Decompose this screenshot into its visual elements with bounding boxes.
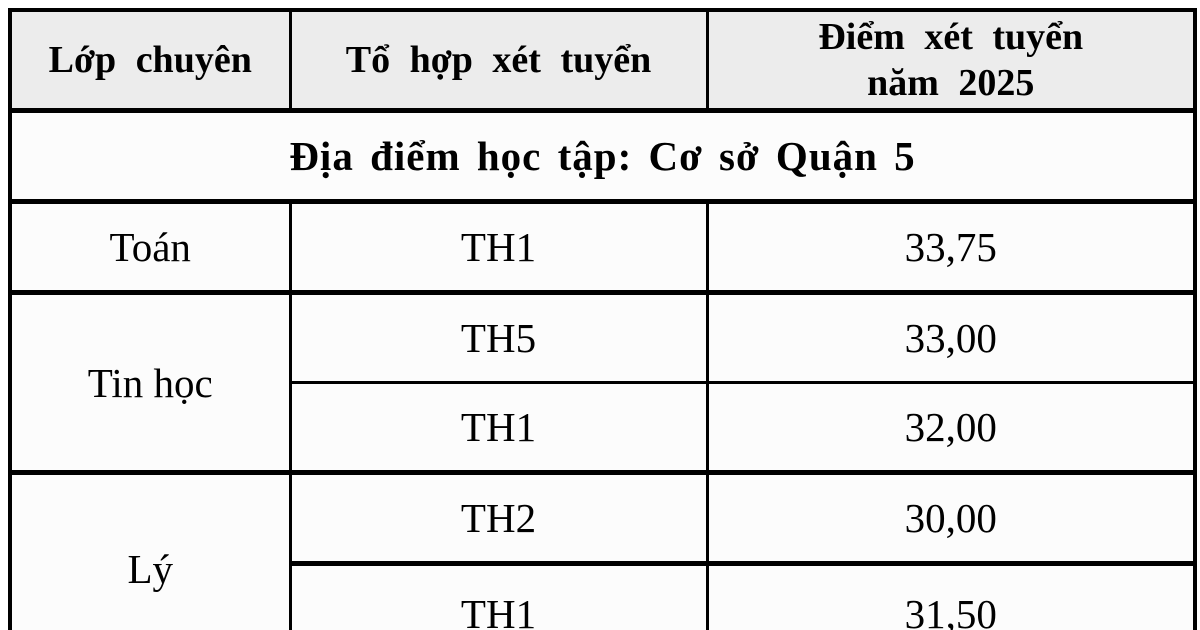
header-score-column: Điểm xét tuyển năm 2025 [705, 8, 1197, 113]
campus-section-row: Địa điểm học tập: Cơ sở Quận 5 [8, 108, 1197, 203]
score-cell: 33,00 [705, 290, 1197, 384]
score-cell: 33,75 [705, 199, 1197, 294]
score-cell: 32,00 [705, 381, 1197, 474]
class-cell: Toán [8, 199, 292, 294]
class-cell: Lý [8, 470, 292, 630]
header-score-line1: Điểm xét tuyển [818, 16, 1084, 58]
combo-cell: TH5 [288, 290, 709, 384]
score-cell: 30,00 [705, 470, 1197, 565]
class-cell: Tin học [8, 290, 292, 474]
table-row: Toán TH1 33,75 [8, 199, 1197, 294]
combo-cell: TH1 [288, 381, 709, 474]
header-combo-column: Tổ hợp xét tuyển [288, 8, 709, 113]
combo-cell: TH2 [288, 470, 709, 565]
score-cell: 31,50 [705, 561, 1197, 630]
table-row: Tin học TH5 33,00 [8, 290, 1197, 474]
admission-score-table: Lớp chuyên Tổ hợp xét tuyển Điểm xét tuy… [8, 8, 1197, 630]
header-score-line2: năm 2025 [867, 62, 1035, 104]
table-row: TH1 32,00 [10, 381, 1197, 474]
campus-section-title: Địa điểm học tập: Cơ sở Quận 5 [8, 108, 1197, 203]
table-row: Lý TH2 30,00 [8, 470, 1197, 630]
combo-cell: TH1 [288, 561, 709, 630]
table-row: TH1 31,50 [10, 561, 1197, 630]
header-class-column: Lớp chuyên [8, 8, 292, 113]
table-header-row: Lớp chuyên Tổ hợp xét tuyển Điểm xét tuy… [8, 8, 1197, 113]
combo-cell: TH1 [288, 199, 709, 294]
